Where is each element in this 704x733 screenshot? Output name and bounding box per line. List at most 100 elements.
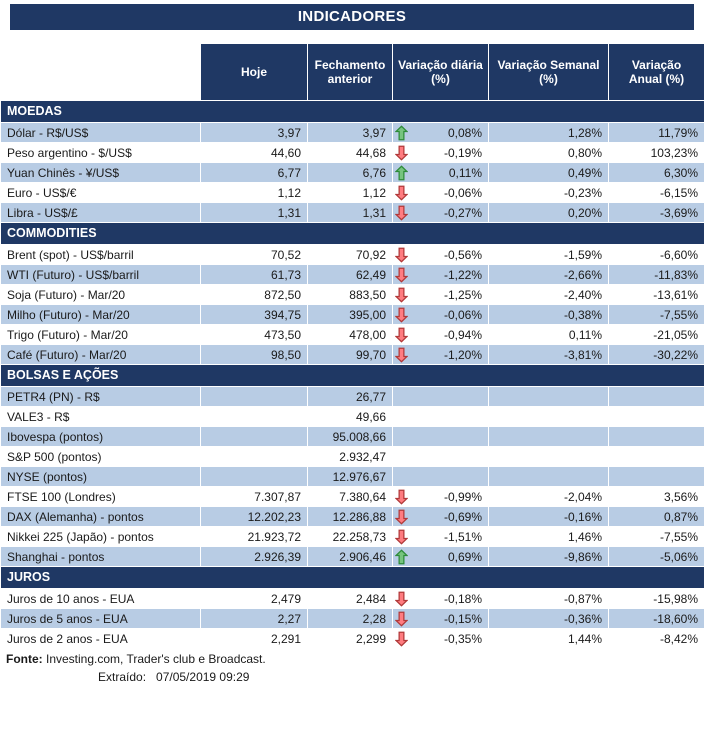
- section-header: BOLSAS E AÇÕES: [1, 365, 704, 387]
- cell-value: 0,49%: [568, 166, 602, 180]
- cell-value: 3,97: [363, 126, 386, 140]
- cell-value: -21,05%: [653, 328, 698, 342]
- section-row: MOEDAS: [1, 101, 704, 123]
- cell-value: -0,35%: [444, 632, 482, 646]
- var-semanal-cell: -0,87%: [489, 589, 609, 609]
- cell-value: 70,92: [356, 248, 386, 262]
- table-row: FTSE 100 (Londres) 7.307,87 7.380,64-0,99%…: [1, 487, 704, 507]
- var-anual-cell: 11,79%: [609, 123, 704, 143]
- fechamento-cell: 7.380,64: [308, 487, 393, 507]
- down-arrow-icon: [395, 611, 408, 626]
- hoje-cell: 7.307,87: [201, 487, 308, 507]
- hoje-cell: 3,97: [201, 123, 308, 143]
- cell-value: -6,60%: [660, 248, 698, 262]
- cell-value: 2,299: [356, 632, 386, 646]
- cell-value: 473,50: [264, 328, 301, 342]
- var-semanal-cell: -0,16%: [489, 507, 609, 527]
- hoje-cell: 61,73: [201, 265, 308, 285]
- cell-value: 7.307,87: [254, 490, 301, 504]
- var-semanal-cell: -0,23%: [489, 183, 609, 203]
- var-semanal-cell: 0,11%: [489, 325, 609, 345]
- row-label-cell: Libra - US$/£: [1, 203, 201, 223]
- var-anual-cell: 0,87%: [609, 507, 704, 527]
- var-semanal-cell: -2,66%: [489, 265, 609, 285]
- table-row: PETR4 (PN) - R$26,77: [1, 387, 704, 407]
- cell-value: FTSE 100 (Londres): [7, 490, 116, 504]
- var-anual-cell: [609, 447, 704, 467]
- hoje-cell: [201, 387, 308, 407]
- cell-value: S&P 500 (pontos): [7, 450, 102, 464]
- var-diaria-cell: -0,19%: [393, 143, 489, 163]
- fechamento-cell: 2.932,47: [308, 447, 393, 467]
- cell-value: 103,23%: [651, 146, 698, 160]
- cell-value: -0,87%: [564, 592, 602, 606]
- cell-value: Ibovespa (pontos): [7, 430, 103, 444]
- row-label-cell: DAX (Alemanha) - pontos: [1, 507, 201, 527]
- cell-value: 3,97: [278, 126, 301, 140]
- cell-value: 11,79%: [658, 126, 698, 140]
- row-label-cell: Yuan Chinês - ¥/US$: [1, 163, 201, 183]
- var-diaria-cell: -1,20%: [393, 345, 489, 365]
- var-anual-cell: -13,61%: [609, 285, 704, 305]
- var-semanal-cell: 0,49%: [489, 163, 609, 183]
- cell-value: Juros de 5 anos - EUA: [7, 612, 128, 626]
- cell-value: PETR4 (PN) - R$: [7, 390, 100, 404]
- table-row: VALE3 - R$49,66: [1, 407, 704, 427]
- cell-value: 0,11%: [449, 166, 482, 180]
- cell-value: Yuan Chinês - ¥/US$: [7, 166, 119, 180]
- cell-value: 883,50: [349, 288, 386, 302]
- fechamento-cell: 2.906,46: [308, 547, 393, 567]
- var-semanal-cell: 1,46%: [489, 527, 609, 547]
- cell-value: 44,68: [356, 146, 386, 160]
- cell-value: 98,50: [271, 348, 301, 362]
- source-line: Fonte: Investing.com, Trader's club e Br…: [6, 652, 698, 668]
- footer: Fonte: Investing.com, Trader's club e Br…: [0, 649, 704, 685]
- fechamento-cell: 70,92: [308, 245, 393, 265]
- row-label-cell: NYSE (pontos): [1, 467, 201, 487]
- var-anual-cell: -21,05%: [609, 325, 704, 345]
- cell-value: 6,77: [278, 166, 301, 180]
- cell-value: -13,61%: [653, 288, 698, 302]
- cell-value: -7,55%: [660, 530, 698, 544]
- cell-value: -0,38%: [564, 308, 602, 322]
- var-semanal-cell: 1,28%: [489, 123, 609, 143]
- cell-value: 0,80%: [568, 146, 602, 160]
- cell-value: -0,19%: [444, 146, 482, 160]
- cell-value: -0,36%: [564, 612, 602, 626]
- hoje-cell: 872,50: [201, 285, 308, 305]
- source-text: Investing.com, Trader's club e Broadcast…: [43, 652, 266, 666]
- cell-value: 1,31: [278, 206, 301, 220]
- var-anual-cell: [609, 427, 704, 447]
- var-diaria-cell: 0,69%: [393, 547, 489, 567]
- var-semanal-cell: -3,81%: [489, 345, 609, 365]
- hoje-cell: 394,75: [201, 305, 308, 325]
- column-header: Hoje: [201, 44, 308, 101]
- cell-value: Euro - US$/€: [7, 186, 76, 200]
- row-label-cell: Juros de 2 anos - EUA: [1, 629, 201, 649]
- hoje-cell: 1,12: [201, 183, 308, 203]
- down-arrow-icon: [395, 489, 408, 504]
- var-anual-cell: [609, 467, 704, 487]
- down-arrow-icon: [395, 307, 408, 322]
- up-arrow-icon: [395, 125, 408, 140]
- cell-value: DAX (Alemanha) - pontos: [7, 510, 144, 524]
- var-anual-cell: -3,69%: [609, 203, 704, 223]
- cell-value: 0,11%: [569, 328, 602, 342]
- var-semanal-cell: -0,38%: [489, 305, 609, 325]
- cell-value: -6,15%: [660, 186, 698, 200]
- var-semanal-cell: [489, 387, 609, 407]
- cell-value: -0,23%: [564, 186, 602, 200]
- cell-value: Dólar - R$/US$: [7, 126, 88, 140]
- hoje-cell: 98,50: [201, 345, 308, 365]
- fechamento-cell: 2,28: [308, 609, 393, 629]
- fechamento-cell: 95.008,66: [308, 427, 393, 447]
- cell-value: 0,69%: [448, 550, 482, 564]
- var-diaria-cell: -0,99%: [393, 487, 489, 507]
- cell-value: 478,00: [349, 328, 386, 342]
